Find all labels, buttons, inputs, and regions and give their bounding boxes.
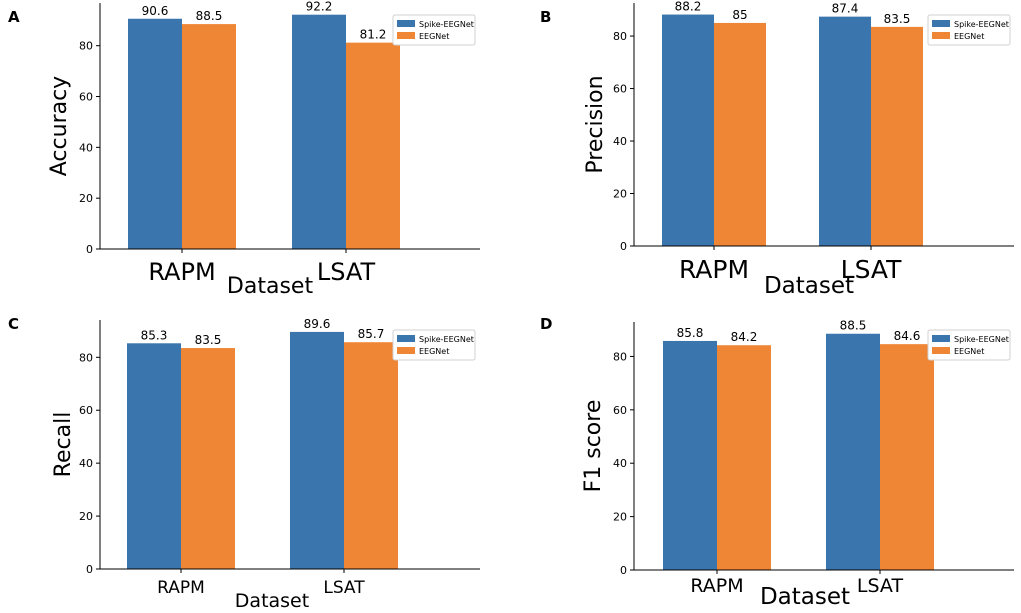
x-category-label: LSAT: [323, 578, 365, 598]
y-tick-label: 0: [86, 563, 93, 576]
panel-letter: A: [8, 8, 20, 26]
bar-eegnet-rapm: [182, 24, 236, 250]
x-category-label: LSAT: [317, 258, 376, 286]
y-tick-label: 80: [613, 350, 627, 363]
bar-value-label: 88.2: [675, 0, 702, 14]
bar-spike-eegnet-lsat: [292, 14, 346, 250]
y-tick-label: 80: [613, 30, 627, 43]
y-tick-label: 0: [86, 243, 93, 256]
panel-letter: C: [8, 315, 19, 333]
x-axis-title: Dataset: [764, 273, 854, 299]
x-category-label: RAPM: [690, 575, 743, 597]
legend-label: Spike-EEGNet: [954, 335, 1009, 344]
y-tick-label: 0: [620, 240, 627, 253]
legend-swatch: [932, 335, 950, 342]
bar-value-label: 85: [732, 8, 747, 22]
bar-value-label: 81.2: [360, 28, 387, 42]
y-tick-label: 80: [79, 40, 93, 53]
bar-eegnet-rapm: [714, 22, 766, 246]
legend-label: Spike-EEGNet: [419, 20, 474, 29]
legend: Spike-EEGNet EEGNet: [392, 329, 476, 361]
y-axis-title: Recall: [51, 412, 76, 478]
bar-spike-eegnet-rapm: [663, 340, 717, 570]
legend-swatch: [932, 20, 950, 27]
y-tick-label: 60: [613, 83, 627, 96]
legend-label: Spike-EEGNet: [954, 20, 1009, 29]
y-axis-title: Precision: [583, 75, 608, 173]
legend: Spike-EEGNet EEGNet: [392, 14, 476, 46]
legend-swatch: [932, 32, 950, 39]
x-category-label: RAPM: [157, 578, 205, 598]
legend-label: EEGNet: [954, 32, 984, 41]
x-category-label: LSAT: [857, 575, 904, 597]
bar-value-label: 85.7: [358, 327, 385, 341]
y-tick-label: 40: [79, 457, 93, 470]
y-tick-label: 20: [613, 511, 627, 524]
bar-value-label: 85.3: [141, 328, 168, 342]
y-tick-label: 60: [79, 91, 93, 104]
bar-eegnet-lsat: [871, 26, 923, 247]
y-tick-label: 40: [79, 141, 93, 154]
panel-letter: B: [540, 8, 551, 26]
bar-value-label: 88.5: [196, 9, 223, 23]
bar-value-label: 87.4: [832, 2, 859, 16]
legend-swatch: [397, 347, 415, 354]
legend-label: EEGNet: [419, 347, 449, 356]
bar-eegnet-lsat: [344, 342, 398, 569]
y-tick-label: 40: [613, 135, 627, 148]
y-tick-label: 0: [620, 564, 627, 577]
y-tick-label: 40: [613, 457, 627, 470]
bar-value-label: 85.8: [677, 326, 704, 340]
bar-value-label: 90.6: [142, 4, 169, 18]
chart-panel-c: C 85.3 89.6 83.5 85.7 0 20 40 60 80 RAPM LSAT Datase…: [8, 315, 480, 612]
legend-swatch: [397, 32, 415, 39]
y-axis-title: Accuracy: [47, 76, 72, 176]
chart-panel-d: D 85.8 88.5 84.2 84.6 0 20 40 60 80 RAPM LSAT Datase…: [540, 315, 1014, 610]
bar-value-label: 84.2: [731, 330, 758, 344]
x-axis-title: Dataset: [760, 584, 850, 610]
legend-swatch: [397, 335, 415, 342]
bar-value-label: 92.2: [306, 0, 333, 14]
y-tick-label: 60: [79, 404, 93, 417]
bar-spike-eegnet-lsat: [290, 331, 344, 569]
legend: Spike-EEGNet EEGNet: [927, 14, 1011, 46]
legend-swatch: [397, 20, 415, 27]
legend-label: EEGNet: [419, 32, 449, 41]
bar-value-label: 84.6: [894, 329, 921, 343]
chart-panel-a: A 90.6 92.2 88.5 81.2 0 20 40 60 80 RAPM LSATDatase…: [8, 0, 480, 299]
bar-spike-eegnet-lsat: [819, 16, 871, 247]
legend-label: Spike-EEGNet: [419, 335, 474, 344]
x-axis-title: Dataset: [227, 274, 314, 299]
bar-value-label: 83.5: [195, 333, 222, 347]
bar-eegnet-rapm: [717, 345, 771, 570]
y-axis-title: F1 score: [581, 400, 606, 493]
bar-spike-eegnet-rapm: [128, 18, 182, 250]
y-tick-label: 20: [79, 192, 93, 205]
bar-value-label: 89.6: [304, 317, 331, 331]
bar-spike-eegnet-lsat: [826, 333, 880, 570]
bar-value-label: 83.5: [884, 12, 911, 26]
panel-letter: D: [540, 315, 552, 333]
y-tick-label: 80: [79, 351, 93, 364]
bar-eegnet-rapm: [181, 348, 235, 569]
y-tick-label: 60: [613, 404, 627, 417]
bar-spike-eegnet-rapm: [662, 14, 714, 247]
x-category-label: RAPM: [148, 258, 215, 286]
bar-spike-eegnet-rapm: [127, 343, 181, 569]
y-tick-label: 20: [79, 510, 93, 523]
bar-eegnet-lsat: [880, 344, 934, 570]
y-tick-label: 20: [613, 188, 627, 201]
bar-eegnet-lsat: [346, 42, 400, 250]
bar-value-label: 88.5: [840, 319, 867, 333]
x-axis-title: Dataset: [235, 590, 309, 612]
x-category-label: RAPM: [679, 255, 749, 284]
legend-swatch: [932, 347, 950, 354]
legend: Spike-EEGNet EEGNet: [927, 329, 1011, 361]
x-category-label: LSAT: [841, 255, 902, 284]
legend-label: EEGNet: [954, 347, 984, 356]
